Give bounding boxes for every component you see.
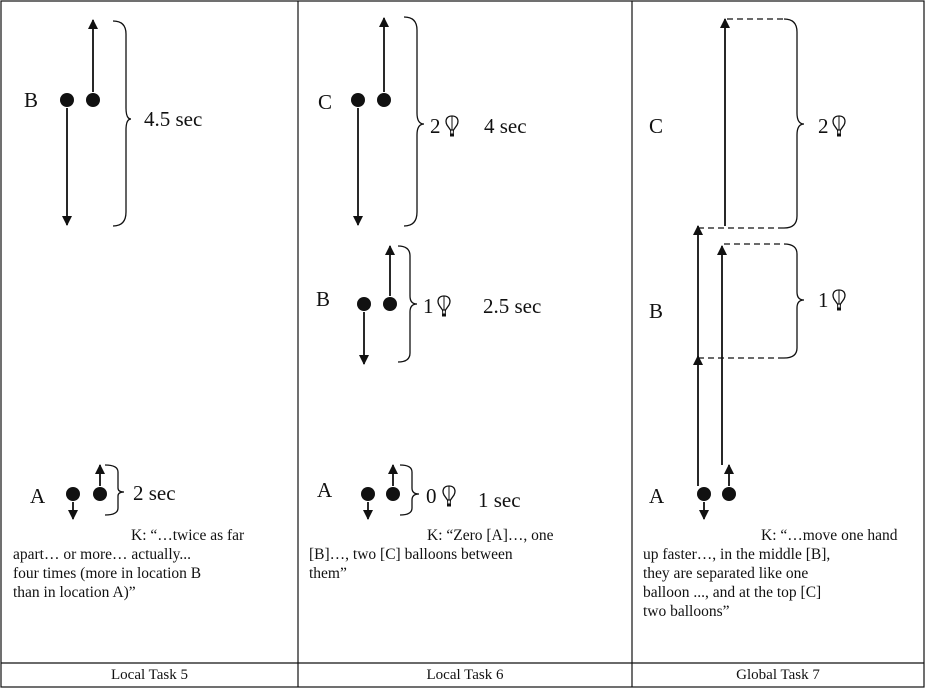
- location-label-c: C: [649, 114, 663, 138]
- quote-line: they are separated like one: [643, 565, 809, 582]
- balloon-icon: [445, 115, 459, 138]
- balloon-icon: [832, 115, 846, 138]
- balloon-count-c: 2: [818, 114, 829, 138]
- location-label-b: B: [24, 88, 38, 112]
- balloon-count-c: 2: [430, 114, 441, 138]
- hand-dot-left: [66, 487, 80, 501]
- location-label-b: B: [649, 299, 663, 323]
- level-guides: [698, 18, 784, 359]
- panel-global-task-7: C B A 2 1: [649, 18, 846, 520]
- distance-brace: [403, 16, 425, 227]
- hand-dot-left: [361, 487, 375, 501]
- time-measure-b: 4.5 sec: [144, 107, 202, 131]
- hand-dot-left: [351, 93, 365, 107]
- caption-local-task-5: Local Task 5: [111, 667, 188, 683]
- quote-line: up faster…, in the middle [B],: [643, 546, 831, 563]
- balloon-count-b: 1: [818, 288, 829, 312]
- quote-line: apart… or more… actually...: [13, 546, 192, 563]
- distance-brace-b: [783, 243, 805, 359]
- quote-local-task-5: K: “…twice as far apart… or more… actual…: [13, 526, 295, 602]
- panel-local-task-5: B 4.5 sec A 2 sec: [24, 19, 202, 520]
- hand-dot-left: [697, 487, 711, 501]
- distance-brace: [112, 20, 132, 227]
- balloon-count-b: 1: [423, 294, 434, 318]
- caption-global-task-7: Global Task 7: [736, 667, 820, 683]
- quote-line: K: “Zero [A]…, one: [427, 527, 554, 544]
- quote-line: K: “…twice as far: [131, 527, 245, 544]
- time-measure-c: 4 sec: [484, 114, 527, 138]
- distance-brace-c: [783, 18, 805, 229]
- quote-line: two balloons”: [643, 603, 730, 620]
- quote-line: [B]…, two [C] balloons between: [309, 546, 513, 563]
- quote-line: them”: [309, 565, 347, 582]
- quote-line: balloon ..., and at the top [C]: [643, 584, 822, 601]
- location-label-b: B: [316, 287, 330, 311]
- time-measure-a: 1 sec: [478, 488, 521, 512]
- distance-brace: [399, 464, 420, 516]
- hand-dot-right: [722, 487, 736, 501]
- quote-line: than in location A)”: [13, 584, 136, 601]
- quote-local-task-6: K: “Zero [A]…, one [B]…, two [C] balloon…: [309, 526, 629, 583]
- location-label-a: A: [30, 484, 46, 508]
- time-measure-b: 2.5 sec: [483, 294, 541, 318]
- location-label-c: C: [318, 90, 332, 114]
- hand-dot-left: [357, 297, 371, 311]
- balloon-icon: [437, 295, 451, 318]
- balloon-icon: [832, 289, 846, 312]
- quote-global-task-7: K: “…move one hand up faster…, in the mi…: [643, 526, 921, 621]
- quote-line: K: “…move one hand: [761, 527, 898, 544]
- caption-local-task-6: Local Task 6: [426, 667, 504, 683]
- balloon-icon: [442, 485, 456, 508]
- location-label-a: A: [649, 484, 665, 508]
- distance-brace: [104, 464, 125, 516]
- distance-brace: [397, 245, 418, 363]
- quote-line: four times (more in location B: [13, 565, 202, 582]
- balloon-count-a: 0: [426, 484, 437, 508]
- time-measure-a: 2 sec: [133, 481, 176, 505]
- hand-dot-right: [377, 93, 391, 107]
- panel-local-task-6: C 2 4 sec B 1 2.5 sec A 0 1 sec: [316, 16, 541, 520]
- hand-dot-right: [383, 297, 397, 311]
- hand-dot-right: [386, 487, 400, 501]
- hand-dot-left: [60, 93, 74, 107]
- hand-dot-right: [93, 487, 107, 501]
- hand-dot-right: [86, 93, 100, 107]
- location-label-a: A: [317, 478, 333, 502]
